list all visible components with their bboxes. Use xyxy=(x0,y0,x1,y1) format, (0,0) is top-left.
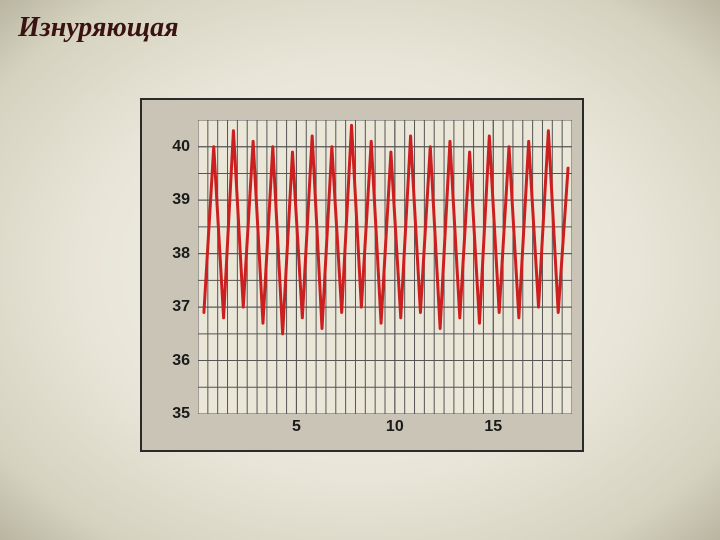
chart-svg xyxy=(198,120,572,414)
y-tick-label: 35 xyxy=(172,405,190,423)
plot-area: 35363738394051015 xyxy=(198,120,572,414)
y-tick-label: 40 xyxy=(172,138,190,156)
y-tick-label: 36 xyxy=(172,352,190,370)
y-tick-label: 38 xyxy=(172,245,190,263)
temperature-chart: 35 36 37 38 39 40 5 10 15 xyxy=(140,98,584,452)
x-tick-label: 5 xyxy=(292,418,301,436)
x-tick-label: 15 xyxy=(484,418,502,436)
y-tick-label: 37 xyxy=(172,298,190,316)
x-tick-label: 10 xyxy=(386,418,404,436)
y-tick-label: 39 xyxy=(172,191,190,209)
page-title: Изнуряющая xyxy=(18,12,179,44)
